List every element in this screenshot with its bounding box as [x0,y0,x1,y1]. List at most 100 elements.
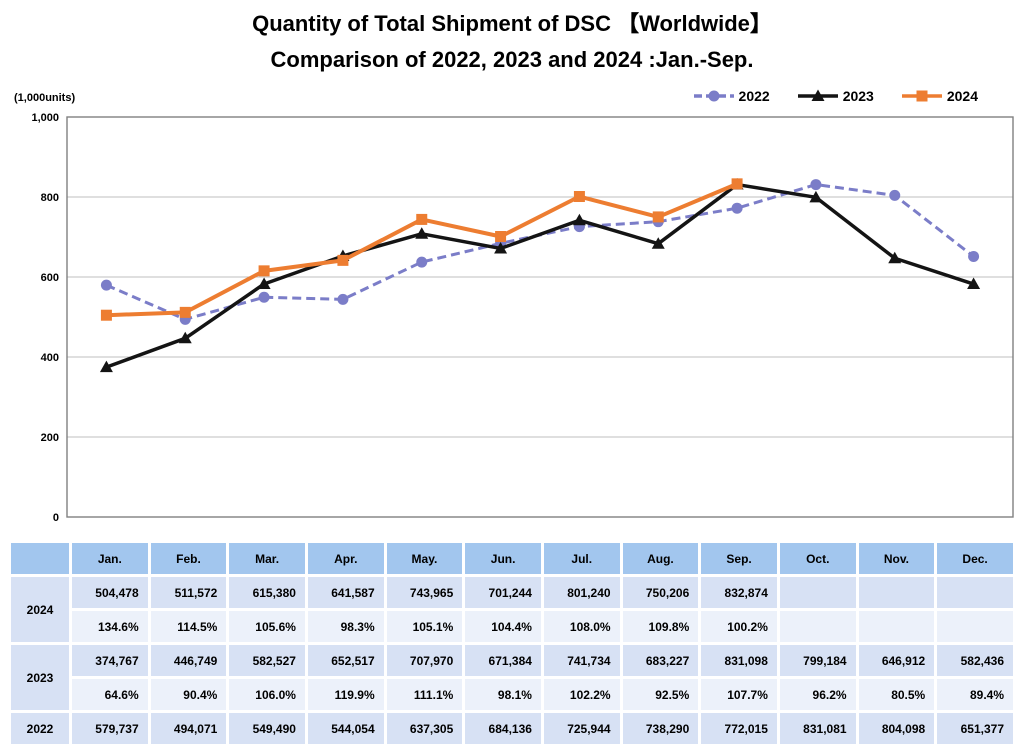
chart-title-line1: Quantity of Total Shipment of DSC 【World… [252,11,772,36]
data-point-marker [731,178,743,190]
year-label-2022: 2022 [11,713,69,744]
legend-item-2022: 2022 [692,88,770,104]
value-cell: 684,136 [465,713,541,744]
month-header: Dec. [937,543,1013,574]
value-cell: 549,490 [229,713,305,744]
value-cell [779,577,856,608]
percent-cell [937,611,1013,642]
legend-swatch-square-icon [901,90,942,102]
data-point-marker [415,227,429,239]
data-point-marker [416,213,428,225]
percent-cell: 114.5% [150,611,227,642]
data-point-marker [416,256,428,268]
legend-swatch-circle-icon [693,90,734,102]
value-cell: 544,054 [307,713,384,744]
legend-item-2023: 2023 [796,88,874,104]
percent-cell: 102.2% [543,679,620,710]
data-point-marker [708,90,720,102]
percent-cell: 89.4% [937,679,1013,710]
value-cell: 683,227 [622,645,699,676]
data-point-marker [178,331,192,344]
series-line-2023 [105,182,975,369]
y-axis-tick-label: 400 [41,352,59,364]
line-chart: 0 200 400 600 800 1,000 [31,112,1014,524]
value-cell: 831,098 [701,645,777,676]
y-axis-tick-label: 800 [41,192,59,204]
legend-label: 2023 [842,88,874,104]
data-point-marker [337,254,349,266]
y-axis-tick-label: 0 [53,512,59,524]
data-point-marker [337,293,349,305]
month-header: Apr. [307,543,384,574]
data-point-marker [811,89,825,101]
month-header: Oct. [779,543,856,574]
value-cell: 743,965 [386,577,463,608]
month-header: Jun. [465,543,541,574]
y-axis-tick-label: 600 [41,272,59,284]
data-point-marker [495,231,507,243]
percent-cell: 80.5% [858,679,935,710]
value-cell: 582,527 [229,645,305,676]
percent-cell: 98.3% [307,611,384,642]
data-point-marker [967,277,981,290]
percent-cell: 106.0% [229,679,305,710]
data-point-marker [257,277,271,289]
table-header-row: Jan. Feb. Mar. Apr. May. Jun. Jul. Aug. Sep. Oct.… [11,543,1013,574]
value-cell: 374,767 [72,645,148,676]
table-row-2024-values: 2024 504,478 511,572 615,380 641,587 743,965 7… [11,577,1013,642]
data-point-marker [916,90,928,102]
percent-cell: 92.5% [622,679,699,710]
value-cell: 579,737 [72,713,148,744]
value-cell: 615,380 [229,577,305,608]
percent-cell: 98.1% [465,679,541,710]
month-header: Mar. [229,543,305,574]
year-label-2023: 2023 [11,645,69,710]
data-point-marker [810,179,822,191]
percent-cell: 105.1% [386,611,463,642]
value-cell: 772,015 [701,713,777,744]
series-line-2024 [106,182,738,318]
value-cell: 707,970 [386,645,463,676]
percent-cell: 64.6% [72,679,148,710]
data-point-marker [809,190,823,203]
table-row-2023-values: 2023 374,767 446,749 582,527 652,517 707,970 6… [11,645,1013,710]
legend-swatch-triangle-icon [797,89,838,101]
value-cell: 701,244 [465,577,541,608]
value-cell: 637,305 [386,713,463,744]
data-point-marker [258,291,270,303]
value-cell: 832,874 [701,577,777,608]
data-point-marker [651,237,665,249]
plot-border [66,116,1014,518]
data-point-marker [652,211,664,223]
year-label-2024: 2024 [11,577,69,642]
chart-legend: 2022 2023 2024 [692,88,978,104]
month-header: Nov. [858,543,935,574]
data-point-marker [889,189,901,201]
legend-label: 2024 [946,88,978,104]
chart-title-line2: Comparison of 2022, 2023 and 2024 :Jan.-… [270,47,754,72]
percent-cell: 104.4% [465,611,541,642]
value-cell: 446,749 [150,645,227,676]
data-point-marker [179,306,191,318]
value-cell: 741,734 [543,645,620,676]
table-row-2023-percents: 64.6% 90.4% 106.0% 119.9% 111.1% 98.1% 102.2% 9… [11,679,1013,710]
value-cell: 494,071 [150,713,227,744]
percent-cell: 105.6% [229,611,305,642]
percent-cell: 119.9% [307,679,384,710]
value-cell: 738,290 [622,713,699,744]
value-cell: 646,912 [858,645,935,676]
month-header: Sep. [701,543,777,574]
table-row-2024-percents: 134.6% 114.5% 105.6% 98.3% 105.1% 104.4% 108.0… [11,611,1013,642]
data-point-marker [573,191,585,203]
y-axis-unit-label: (1,000units) [14,92,76,104]
percent-cell: 111.1% [386,679,463,710]
percent-cell: 90.4% [150,679,227,710]
value-cell [858,577,935,608]
value-cell: 799,184 [779,645,856,676]
value-cell: 831,081 [779,713,856,744]
chart-title: Quantity of Total Shipment of DSC 【World… [0,6,1024,78]
month-header: Feb. [150,543,227,574]
data-point-marker [494,241,508,254]
value-cell: 504,478 [72,577,148,608]
